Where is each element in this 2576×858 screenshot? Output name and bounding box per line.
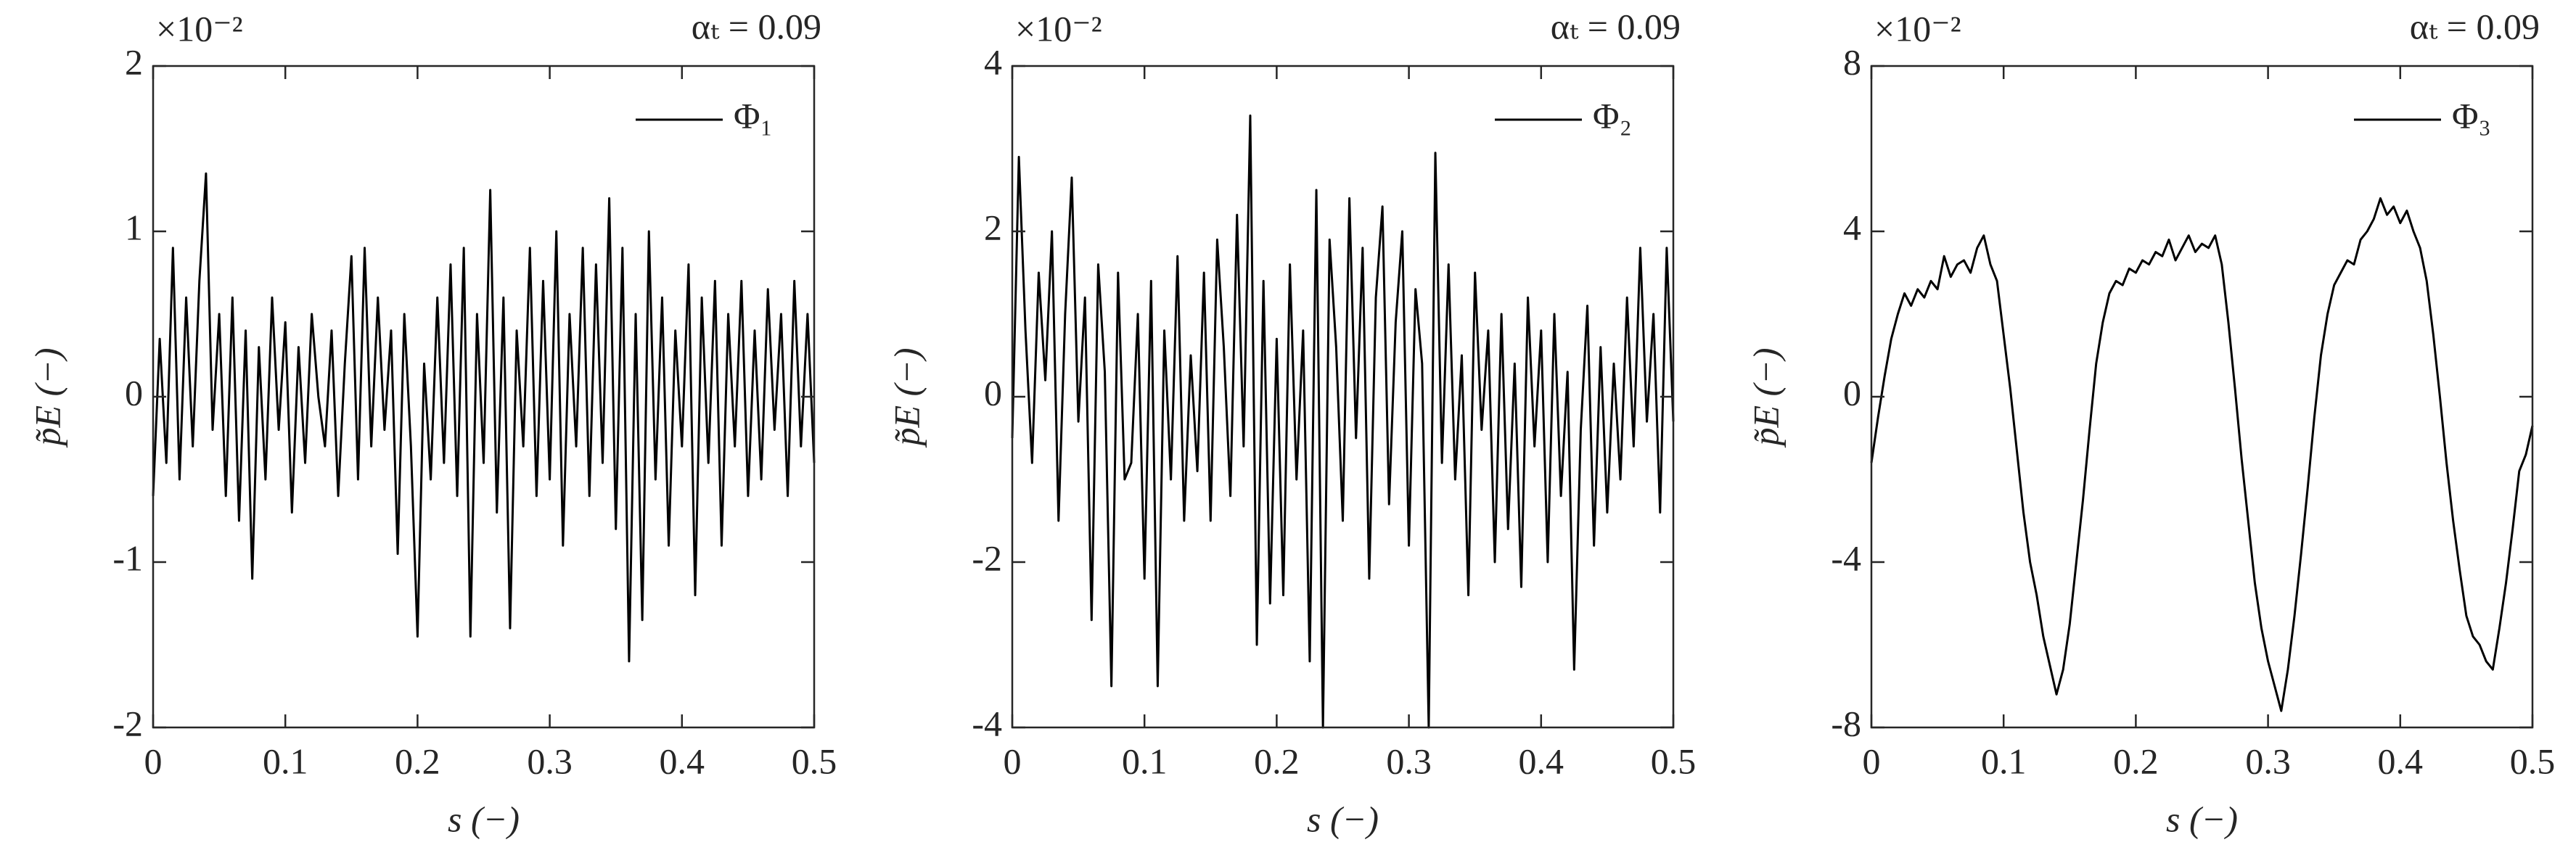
y-tick-label: 0 (125, 372, 143, 413)
y-tick-label: 4 (1843, 207, 1861, 247)
y-tick-label: -1 (112, 537, 143, 578)
y-multiplier: ×10⁻² (1015, 8, 1102, 49)
x-tick-label: 0 (1863, 741, 1881, 781)
x-tick-label: 0.3 (1386, 741, 1432, 781)
y-tick-label: -2 (972, 537, 1002, 578)
data-line (1011, 114, 1675, 729)
data-line (1870, 197, 2534, 712)
x-tick-label: 0.4 (660, 741, 705, 781)
y-axis-label: p̃E (−) (27, 347, 67, 447)
x-tick-label: 0.4 (1519, 741, 1564, 781)
x-tick-label: 0.2 (2113, 741, 2159, 781)
y-tick-label: 4 (984, 41, 1002, 82)
axes-frame (1870, 65, 2534, 729)
x-tick-label: 0.3 (527, 741, 573, 781)
x-tick-label: 0.2 (1254, 741, 1300, 781)
x-tick-label: 0.5 (2510, 741, 2556, 781)
x-tick-label: 0.1 (1122, 741, 1168, 781)
x-tick-label: 0.1 (263, 741, 308, 781)
x-tick-label: 0 (1004, 741, 1022, 781)
x-axis-label: s (−) (1307, 799, 1379, 839)
y-axis-label: p̃E (−) (1745, 347, 1786, 447)
x-tick-label: 0 (144, 741, 163, 781)
data-line (152, 172, 816, 663)
y-multiplier: ×10⁻² (156, 8, 243, 49)
annotation: αₜ = 0.09 (692, 6, 821, 46)
x-axis-label: s (−) (2166, 799, 2238, 839)
y-tick-label: -8 (1831, 703, 1861, 743)
axes-frame (152, 65, 816, 729)
x-tick-label: 0.2 (395, 741, 440, 781)
y-axis-label: p̃E (−) (886, 347, 927, 447)
y-tick-label: 8 (1843, 41, 1861, 82)
y-tick-label: 2 (125, 41, 143, 82)
y-tick-label: 1 (125, 207, 143, 247)
y-tick-label: -4 (1831, 537, 1861, 578)
x-tick-label: 0.5 (1651, 741, 1697, 781)
y-tick-label: -2 (112, 703, 143, 743)
x-tick-label: 0.1 (1981, 741, 2027, 781)
panel: 0 0.1 0.2 0.3 0.4 0.5 -8 -4 0 4 8 s (−) p̃E (−) ×10⁻²… (1745, 6, 2555, 839)
legend-label: Φ₂ (1593, 95, 1632, 136)
y-tick-label: 0 (984, 372, 1002, 413)
y-multiplier: ×10⁻² (1874, 8, 1961, 49)
x-axis-label: s (−) (448, 799, 520, 839)
legend-label: Φ₃ (2452, 95, 2491, 136)
x-tick-label: 0.4 (2378, 741, 2424, 781)
y-tick-label: -4 (972, 703, 1002, 743)
annotation: αₜ = 0.09 (1551, 6, 1681, 46)
annotation: αₜ = 0.09 (2410, 6, 2540, 46)
y-tick-label: 2 (984, 207, 1002, 247)
y-tick-label: 0 (1843, 372, 1861, 413)
legend-label: Φ₁ (734, 95, 773, 136)
panel: 0 0.1 0.2 0.3 0.4 0.5 -4 -2 0 2 4 s (−) p̃E (−) ×10⁻²… (886, 6, 1696, 839)
x-tick-label: 0.3 (2245, 741, 2291, 781)
panel: 0 0.1 0.2 0.3 0.4 0.5 -2 -1 0 1 2 s (−) p̃E (−) ×10⁻²… (27, 6, 837, 839)
x-tick-label: 0.5 (792, 741, 837, 781)
